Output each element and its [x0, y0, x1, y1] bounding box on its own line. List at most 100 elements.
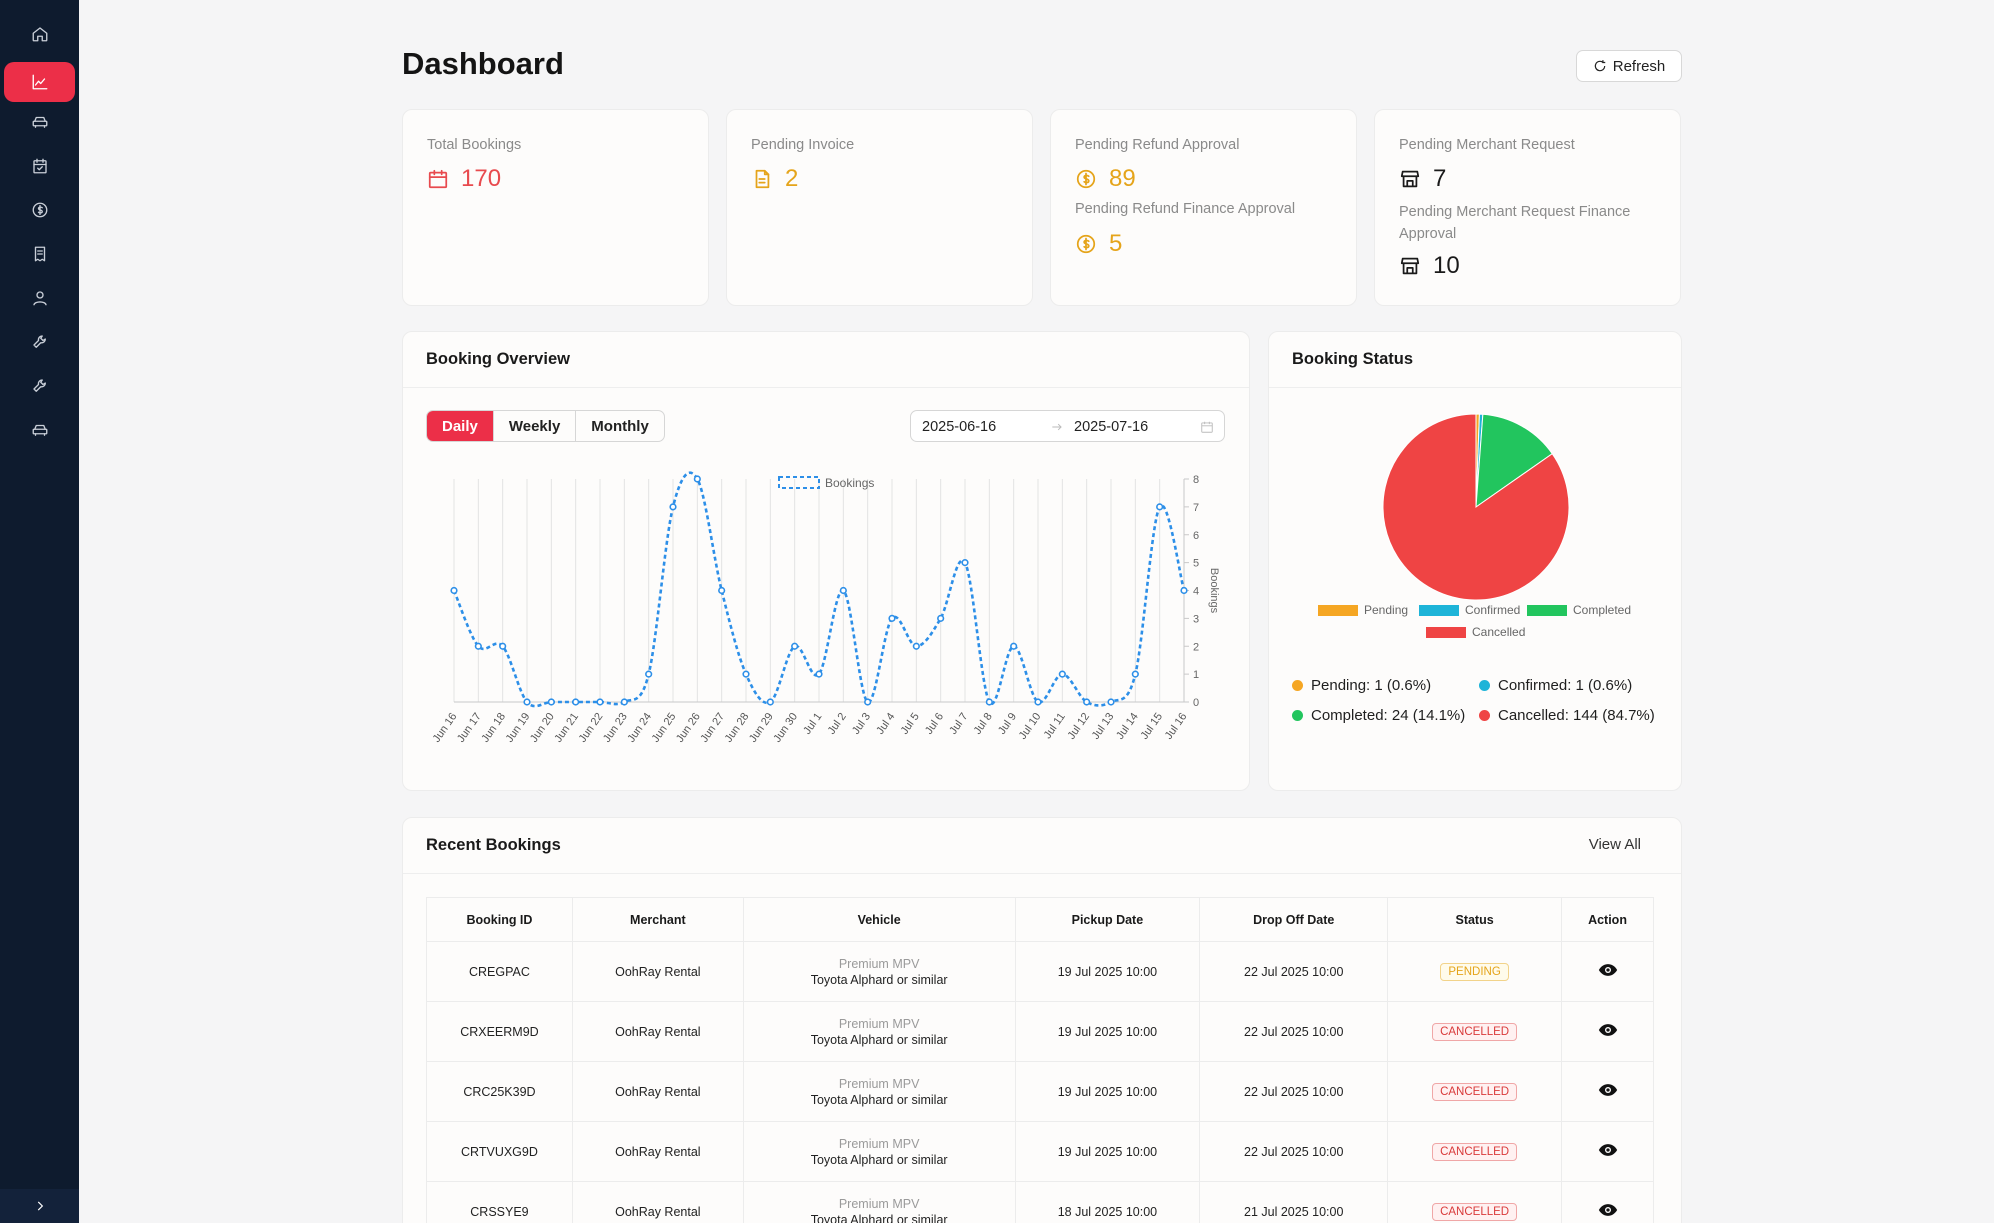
- x-tick-label: Jul 13: [1090, 711, 1117, 742]
- x-tick-label: Jul 4: [874, 711, 897, 737]
- data-point: [1058, 670, 1066, 678]
- view-action[interactable]: [1561, 1001, 1654, 1062]
- booking-status-pie-chart: Pending Confirmed Completed Cancelled: [1318, 413, 1631, 639]
- dropoff-date: 22 Jul 2025 10:00: [1199, 1001, 1389, 1062]
- data-point: [693, 475, 701, 483]
- table-row: CRTVUXG9D OohRay Rental Premium MPV Toyota …: [426, 1121, 1654, 1182]
- sidebar-item-invoices[interactable]: [4, 234, 75, 274]
- stat-value: 2: [785, 165, 799, 192]
- legend-label: Completed: 24 (14.1%): [1311, 707, 1466, 724]
- sidebar-item-settings[interactable]: [4, 322, 75, 362]
- store-icon: [1400, 170, 1420, 188]
- y-tick-label: 0: [1193, 697, 1199, 709]
- x-tick-label: Jul 5: [899, 711, 922, 737]
- refresh-icon: [1594, 60, 1605, 72]
- vehicle-category: Premium MPV: [838, 956, 920, 971]
- x-tick-label: Jul 1: [801, 711, 824, 737]
- data-point: [1010, 642, 1018, 650]
- sidebar-item-dashboard[interactable]: [4, 62, 75, 102]
- tab-weekly[interactable]: Weekly: [492, 411, 575, 441]
- vehicle-name: Toyota Alphard or similar: [810, 972, 948, 987]
- legend-dot: [1292, 710, 1303, 721]
- y-tick-label: 3: [1193, 613, 1199, 625]
- invoice-icon: [34, 246, 45, 262]
- merchant: OohRay Rental: [571, 1001, 744, 1062]
- stat-label: Pending Invoice: [751, 137, 855, 153]
- data-point: [888, 614, 896, 622]
- merchant: OohRay Rental: [571, 1061, 744, 1122]
- data-point: [1156, 503, 1164, 511]
- legend-swatch: [1318, 605, 1358, 616]
- tab-daily[interactable]: Daily: [427, 411, 493, 441]
- sidebar-item-payments[interactable]: [4, 190, 75, 230]
- vehicle-name: Toyota Alphard or similar: [810, 1212, 948, 1223]
- data-point: [499, 642, 507, 650]
- legend-swatch: [1419, 605, 1459, 616]
- refresh-label: Refresh: [1612, 57, 1666, 75]
- y-tick-label: 7: [1193, 502, 1199, 514]
- x-tick-label: Jul 8: [972, 711, 995, 737]
- tab-monthly[interactable]: Monthly: [575, 411, 664, 441]
- legend-completed: Completed: 24 (14.1%): [1292, 707, 1465, 724]
- booking-status-card: Booking Status Pending Confirmed Completed…: [1268, 331, 1682, 791]
- x-tick-label: Jul 10: [1017, 711, 1044, 742]
- car-icon: [32, 116, 47, 128]
- x-tick-label: Jun 27: [698, 711, 727, 745]
- data-point: [718, 586, 726, 595]
- x-tick-label: Jun 26: [674, 711, 703, 745]
- table-row: CRXEERM9D OohRay Rental Premium MPV Toyota …: [426, 1001, 1654, 1062]
- x-tick-label: Jul 15: [1138, 711, 1165, 742]
- data-point: [864, 698, 872, 706]
- vehicle-category: Premium MPV: [838, 1136, 920, 1151]
- stat-label-line: Pending Merchant Request Finance: [1399, 204, 1631, 220]
- sidebar-item-fleet[interactable]: [4, 410, 75, 450]
- legend-cancelled: Cancelled: 144 (84.7%): [1479, 707, 1655, 724]
- legend-swatch: [1527, 605, 1567, 616]
- pending-merchant-card: Pending Merchant Request 7 Pending Merch…: [1374, 109, 1681, 306]
- home-icon: [32, 27, 47, 42]
- chart-icon: [32, 74, 47, 90]
- x-tick-label: Jul 7: [947, 711, 970, 737]
- card-header: Recent Bookings View All: [403, 818, 1681, 874]
- x-tick-label: Jul 2: [826, 711, 849, 737]
- data-point: [669, 503, 677, 511]
- sidebar-item-users[interactable]: [4, 278, 75, 318]
- x-tick-label: Jun 30: [771, 711, 800, 745]
- stat-value: 10: [1433, 252, 1460, 279]
- data-point: [645, 670, 653, 678]
- sidebar-item-vehicles[interactable]: [4, 102, 75, 142]
- view-action[interactable]: [1561, 941, 1654, 1002]
- eye-icon: [1598, 1144, 1617, 1156]
- pickup-date: 19 Jul 2025 10:00: [1014, 1061, 1201, 1122]
- sidebar-item-bookings[interactable]: [4, 146, 75, 186]
- view-action[interactable]: [1561, 1061, 1654, 1122]
- refresh-button[interactable]: Refresh: [1576, 50, 1682, 82]
- sidebar-item-tools[interactable]: [4, 366, 75, 406]
- pickup-date: 19 Jul 2025 10:00: [1014, 1121, 1201, 1182]
- sidebar-collapse-button[interactable]: [0, 1189, 79, 1223]
- data-point: [791, 642, 799, 650]
- view-all-link[interactable]: View All: [1588, 836, 1641, 853]
- status-cell: CANCELLED: [1387, 1181, 1563, 1223]
- sidebar-item-home[interactable]: [4, 14, 75, 54]
- card-header: Booking Overview: [403, 332, 1249, 388]
- stat-row: 10: [1399, 252, 1460, 280]
- date-range-picker[interactable]: 2025-06-16 2025-07-16: [910, 410, 1225, 442]
- card-header: Booking Status: [1269, 332, 1681, 388]
- vehicle-category: Premium MPV: [838, 1016, 920, 1031]
- x-tick-label: Jul 11: [1042, 711, 1068, 741]
- view-action[interactable]: [1561, 1181, 1654, 1223]
- x-tick-label: Jun 21: [552, 711, 581, 745]
- stat-label-line: Approval: [1399, 226, 1457, 242]
- data-point: [815, 670, 823, 678]
- x-tick-label: Jun 19: [504, 711, 533, 745]
- x-tick-label: Jun 18: [479, 711, 508, 745]
- vehicle: Premium MPV Toyota Alphard or similar: [742, 1181, 1016, 1223]
- view-action[interactable]: [1561, 1121, 1654, 1182]
- data-point: [839, 586, 847, 595]
- x-tick-label: Jun 23: [601, 711, 630, 745]
- card-title: Booking Status: [1292, 350, 1414, 368]
- status-badge: CANCELLED: [1432, 1082, 1518, 1101]
- y-tick-label: 2: [1193, 641, 1199, 653]
